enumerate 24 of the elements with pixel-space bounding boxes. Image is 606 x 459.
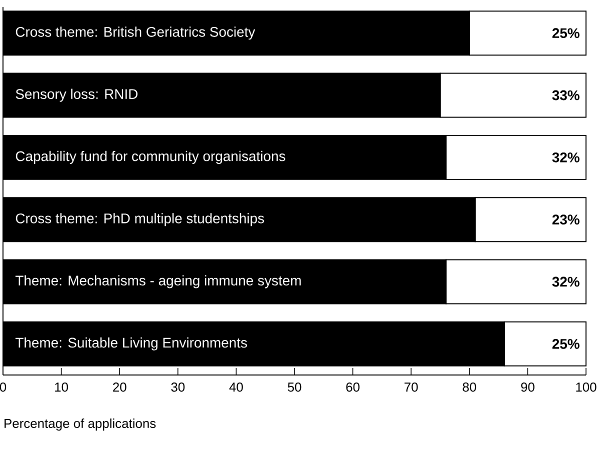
x-tick-label: 100 (576, 382, 596, 392)
x-tick-label: 70 (404, 382, 418, 392)
x-tick-label: 60 (346, 382, 360, 392)
annotation: 23% (552, 214, 580, 225)
x-axis-title: Percentage of applications (4, 418, 156, 431)
x-tick-label: 90 (521, 382, 534, 392)
x-tick-label: 20 (113, 382, 126, 392)
annotation: 25% (552, 338, 580, 349)
y-tick-label: Capability fund for community organisations (16, 150, 286, 164)
annotation: 32% (552, 152, 580, 162)
x-tick-label: 30 (171, 382, 185, 392)
x-tick-label: 40 (229, 382, 243, 392)
x-tick-label: 10 (55, 382, 68, 392)
x-tick-label: 0 (0, 382, 6, 392)
x-tick-label: 80 (462, 382, 476, 392)
y-tick-label: Cross theme: British Geriatrics Society (16, 26, 256, 40)
annotation: 25% (552, 28, 580, 38)
annotation: 33% (552, 90, 580, 100)
y-tick-label: Theme: Suitable Living Environments (16, 337, 247, 350)
y-tick-label: Theme: Mechanisms - ageing immune system (16, 275, 301, 288)
y-tick-label: Sensory loss: RNID (16, 88, 138, 102)
annotation: 32% (552, 276, 580, 287)
x-tick-label: 50 (288, 382, 302, 392)
y-tick-label: Cross theme: PhD multiple studentships (16, 213, 264, 226)
